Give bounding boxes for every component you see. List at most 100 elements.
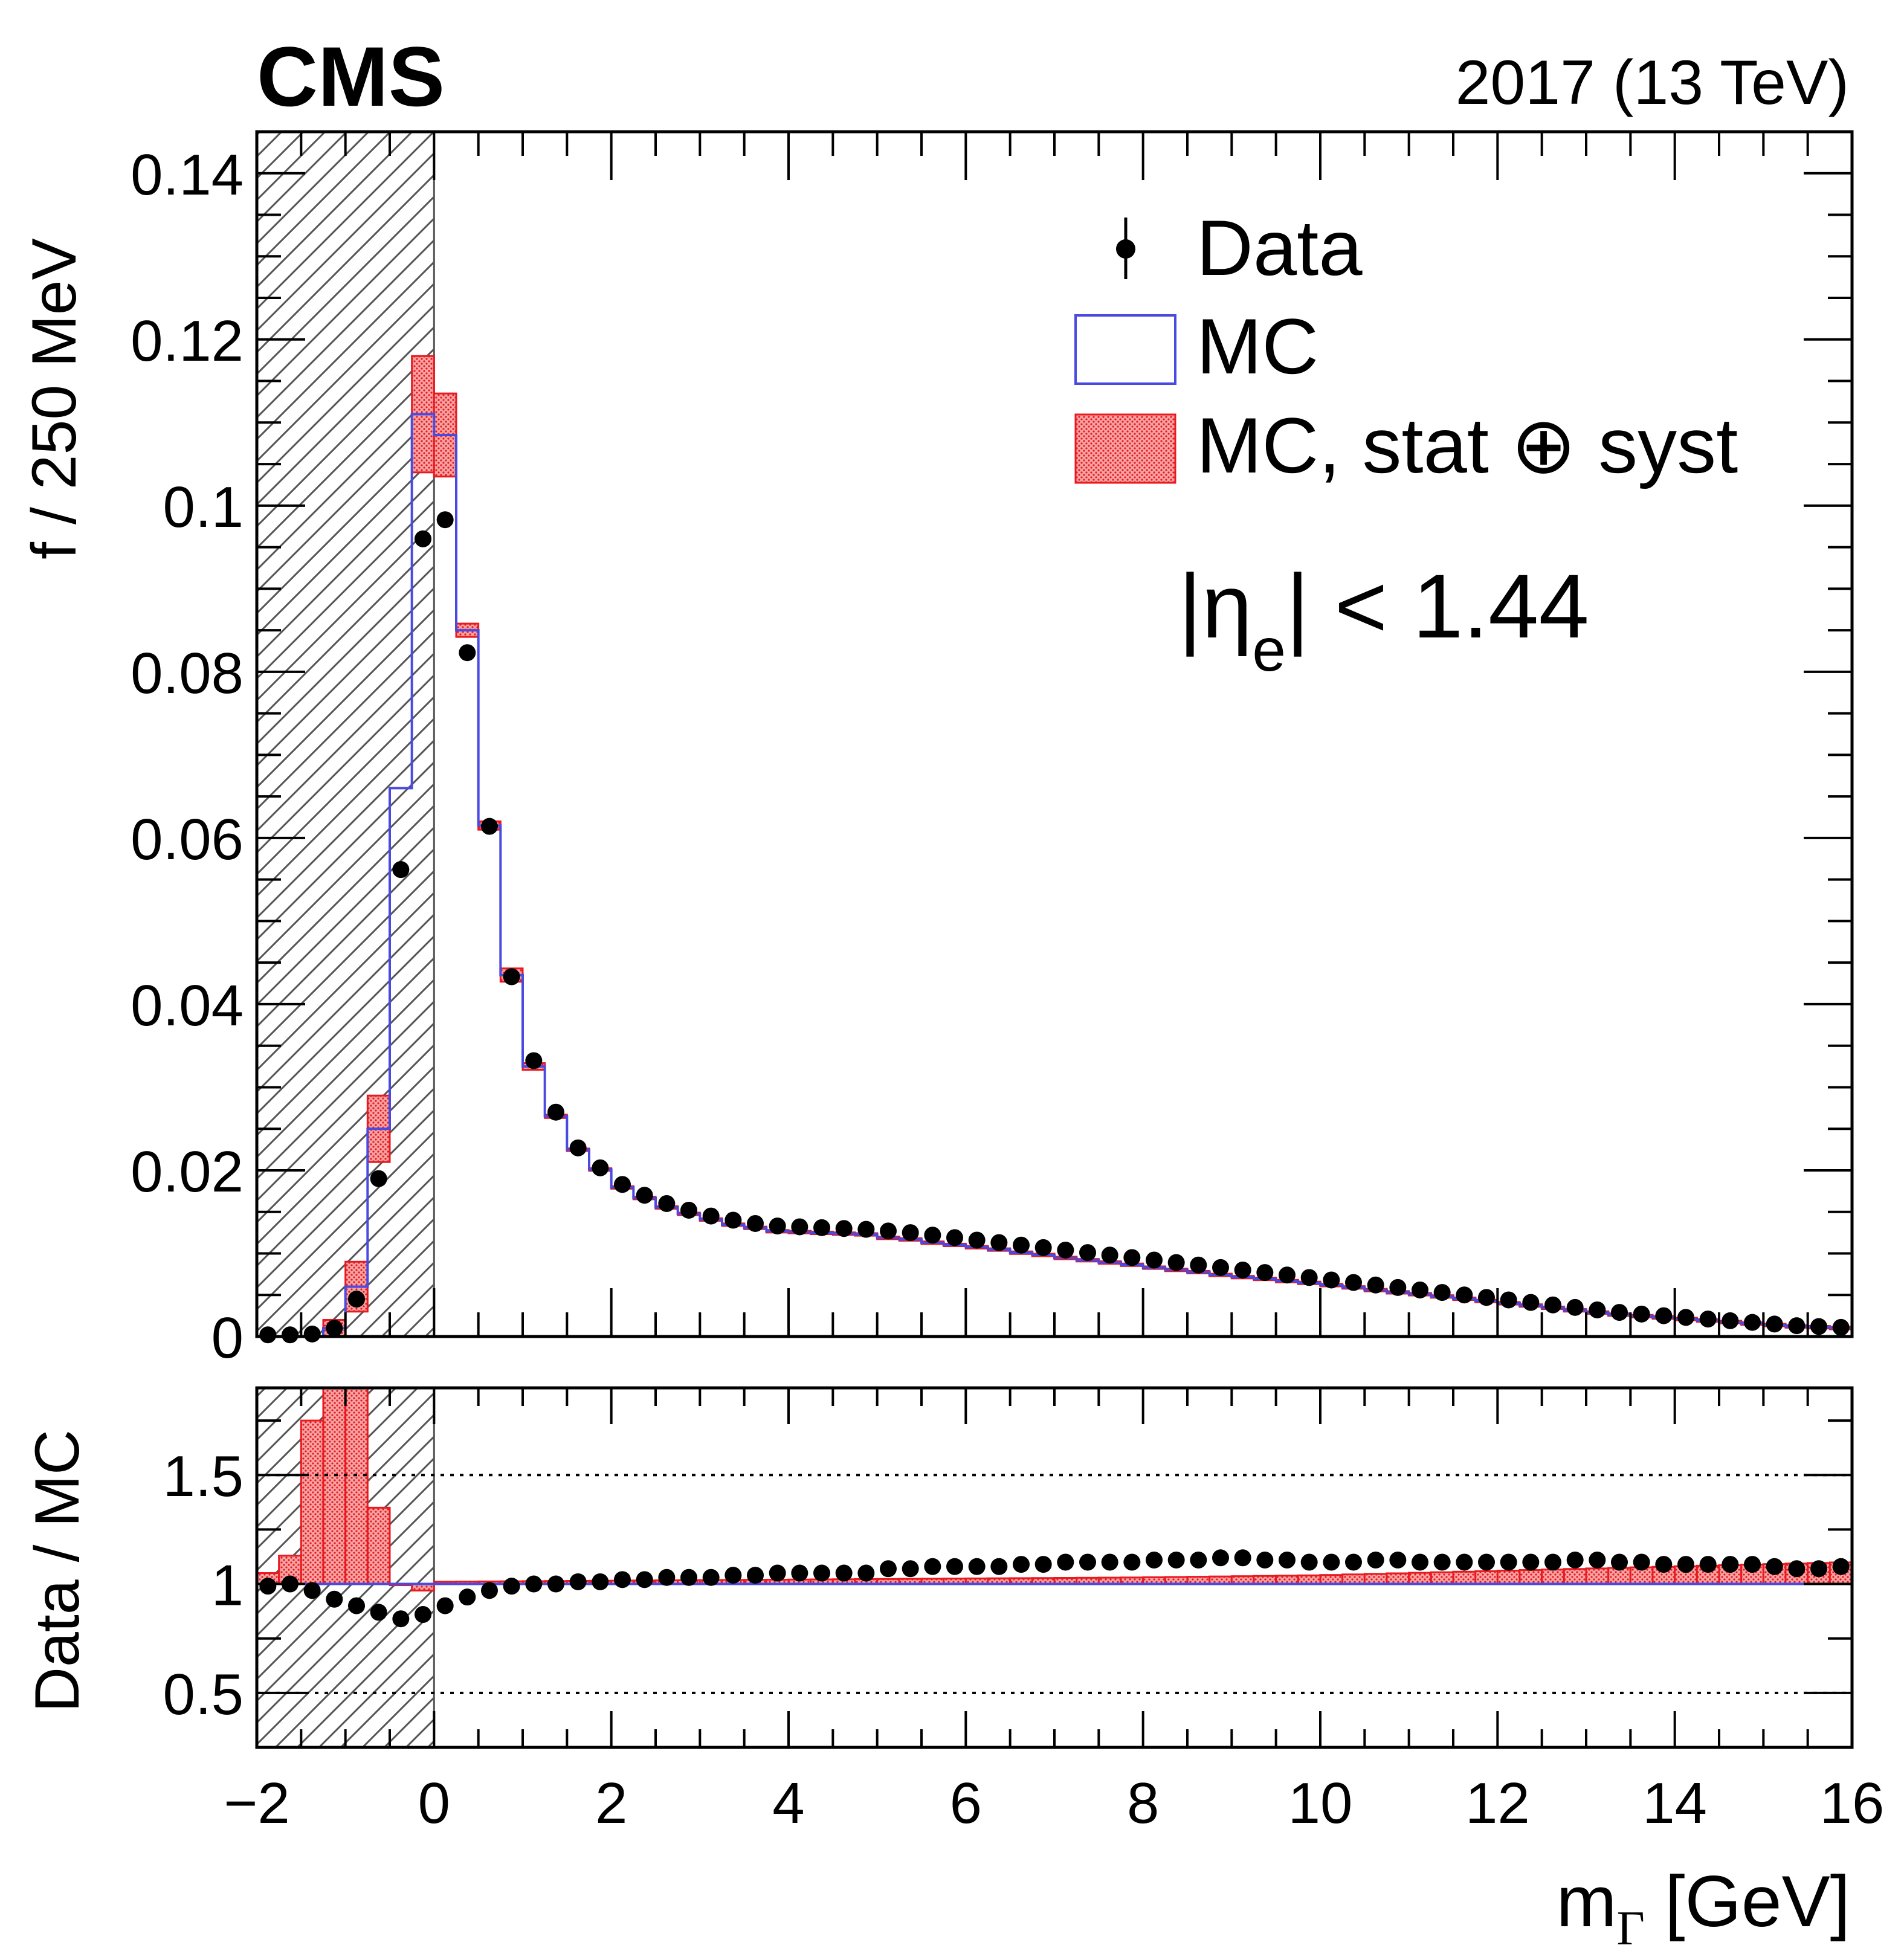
ratio-uncertainty-box	[1541, 1569, 1565, 1585]
legend-label-data: Data	[1196, 204, 1363, 292]
data-point	[1744, 1314, 1761, 1331]
ratio-data-point	[924, 1558, 941, 1575]
data-point	[702, 1207, 720, 1225]
ratio-data-point	[1079, 1553, 1096, 1571]
data-point	[1367, 1276, 1384, 1294]
data-point	[835, 1220, 853, 1237]
ratio-data-point	[1367, 1551, 1384, 1569]
ratio-uncertainty-box	[1452, 1570, 1477, 1585]
ratio-data-point	[436, 1597, 454, 1614]
data-point	[392, 861, 410, 879]
ratio-data-point	[1212, 1549, 1229, 1567]
data-point	[303, 1325, 321, 1343]
ratio-data-point	[1300, 1553, 1318, 1571]
legend-item-mc-uncertainty: MC, stat ⊕ syst	[1074, 401, 1738, 489]
data-point	[1677, 1309, 1694, 1326]
data-point	[459, 644, 476, 662]
ratio-uncertainty-box	[1474, 1570, 1499, 1585]
data-point	[1212, 1259, 1229, 1276]
ratio-uncertainty-box	[344, 1387, 369, 1585]
ratio-data-point	[1633, 1553, 1650, 1571]
y-tick-label: 1.5	[163, 1444, 244, 1509]
ratio-data-point	[1412, 1553, 1428, 1571]
data-point	[282, 1326, 299, 1344]
data-point	[614, 1176, 631, 1193]
ratio-data-point	[569, 1573, 587, 1590]
data-point	[1101, 1246, 1118, 1264]
main-y-axis-title: f / 250 MeV	[19, 238, 89, 560]
y-tick-label: 0.12	[131, 309, 244, 373]
data-point	[1611, 1304, 1628, 1321]
data-point	[968, 1231, 986, 1249]
ratio-uncertainty-box	[1563, 1568, 1587, 1585]
ratio-data-point	[1034, 1556, 1052, 1573]
ratio-data-point	[1788, 1560, 1806, 1578]
ratio-data-point	[1810, 1560, 1827, 1578]
ratio-data-point	[1655, 1556, 1673, 1573]
ratio-data-point	[1013, 1556, 1030, 1573]
legend-item-mc: MC	[1074, 302, 1318, 390]
ratio-uncertainty-box	[1319, 1574, 1344, 1585]
ratio-data-point	[1345, 1553, 1362, 1571]
ratio-data-point	[1190, 1551, 1207, 1569]
ratio-uncertainty-box	[1341, 1573, 1366, 1585]
data-point	[348, 1291, 365, 1308]
data-point	[1478, 1289, 1495, 1306]
data-point	[415, 530, 431, 547]
data-point	[1810, 1318, 1827, 1335]
ratio-uncertainty-box	[1363, 1573, 1388, 1585]
ratio-data-point	[1167, 1551, 1185, 1569]
data-point	[481, 817, 498, 835]
data-point	[813, 1219, 830, 1236]
eta-cut-subscript: e	[1252, 616, 1286, 684]
ratio-data-point	[813, 1564, 830, 1582]
data-point	[1544, 1296, 1561, 1314]
ratio-uncertainty-box	[1275, 1575, 1299, 1585]
data-point	[1190, 1256, 1207, 1274]
data-point	[880, 1222, 897, 1240]
ratio-uncertainty-box	[322, 1387, 347, 1585]
eta-cut-prefix: |η	[1178, 555, 1252, 657]
data-point	[1522, 1294, 1540, 1311]
data-point	[680, 1201, 697, 1219]
hatched-region-main	[256, 131, 435, 1338]
data-point	[370, 1170, 387, 1187]
x-tick-label: 2	[595, 1771, 627, 1836]
data-point	[1832, 1318, 1850, 1336]
ratio-uncertainty-box	[1518, 1569, 1543, 1585]
ratio-data-point	[1832, 1558, 1850, 1575]
ratio-uncertainty-box	[1408, 1572, 1432, 1585]
ratio-data-point	[636, 1571, 653, 1588]
ratio-data-point	[547, 1575, 564, 1593]
ratio-data-point	[1500, 1553, 1517, 1571]
x-axis-title-unit: [GeV]	[1645, 1861, 1850, 1942]
data-point	[436, 511, 454, 529]
ratio-data-point	[1744, 1556, 1761, 1573]
data-point	[1123, 1249, 1141, 1266]
data-point	[1079, 1244, 1096, 1262]
legend-label-mc: MC	[1196, 302, 1318, 390]
ratio-data-point	[702, 1569, 720, 1586]
ratio-data-point	[1323, 1553, 1340, 1571]
data-point	[1589, 1301, 1606, 1318]
data-point	[1766, 1315, 1783, 1333]
legend-label-mc-uncertainty: MC, stat ⊕ syst	[1196, 401, 1738, 489]
ratio-data-point	[1101, 1553, 1118, 1571]
data-point	[1256, 1264, 1274, 1282]
data-point	[1655, 1307, 1673, 1324]
ratio-data-point	[990, 1558, 1008, 1575]
data-point	[1633, 1305, 1650, 1323]
ratio-data-point	[592, 1573, 609, 1590]
ratio-data-point	[857, 1564, 875, 1582]
ratio-data-point	[1234, 1549, 1251, 1567]
ratio-data-point	[614, 1571, 631, 1588]
ratio-data-point	[481, 1582, 498, 1599]
ratio-data-point	[326, 1590, 343, 1608]
data-point	[1412, 1281, 1428, 1298]
ratio-data-point	[392, 1610, 410, 1628]
data-point	[1566, 1298, 1584, 1316]
ratio-data-point	[525, 1575, 543, 1593]
data-point	[1234, 1261, 1251, 1279]
x-axis-title-sub: Γ	[1617, 1902, 1645, 1951]
ratio-data-point	[1677, 1556, 1694, 1573]
